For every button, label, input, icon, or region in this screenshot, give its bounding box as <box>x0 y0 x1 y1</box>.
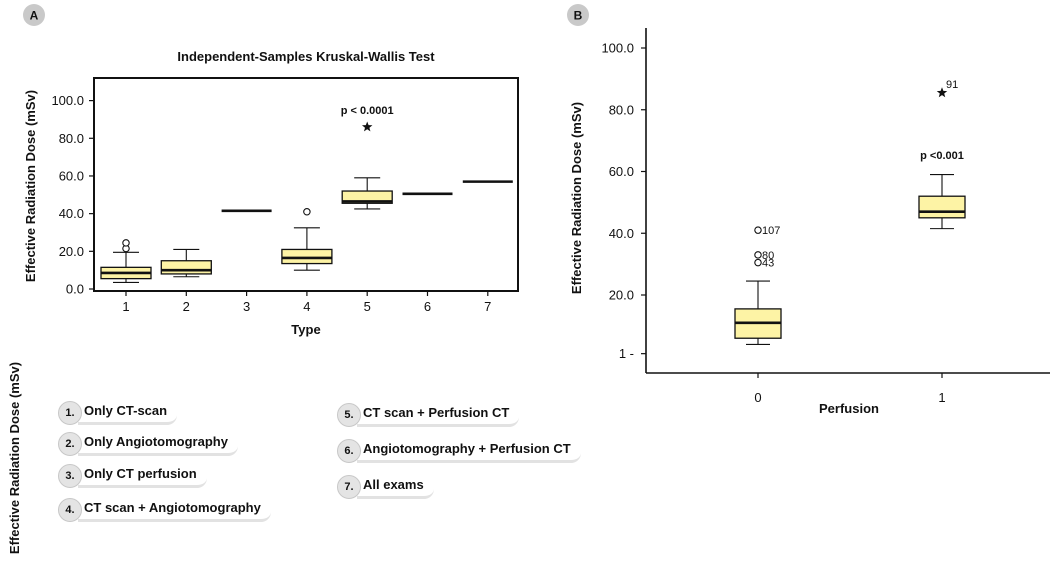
legend-label: CT scan + Perfusion CT <box>357 403 520 427</box>
y-tick-label: 100.0 <box>601 41 634 56</box>
legend-item-2: 2. Only Angiotomography <box>58 432 238 456</box>
box-2 <box>160 248 212 278</box>
chart-a-y-axis: 0.0 20.0 40.0 60.0 80.0 100.0 <box>51 93 94 297</box>
legend-item-4: 4. CT scan + Angiotomography <box>58 498 271 522</box>
legend-label: Only Angiotomography <box>78 432 238 456</box>
outlier-point <box>754 226 762 234</box>
y-tick-label: 80.0 <box>59 131 84 146</box>
side-y-label: Effective Radiation Dose (mSv) <box>7 362 22 554</box>
chart-a-title: Independent-Samples Kruskal-Wallis Test <box>177 49 435 64</box>
svg-text:A: A <box>30 9 39 23</box>
legend-label: All exams <box>357 475 434 499</box>
chart-b-y-axis: 1 - 20.0 40.0 60.0 80.0 100.0 <box>601 41 646 361</box>
legend-label: Angiotomography + Perfusion CT <box>357 439 581 463</box>
box-iqr <box>281 248 333 265</box>
x-tick-label: 3 <box>243 299 250 314</box>
p-value-label: p < 0.0001 <box>341 105 394 117</box>
box-1 <box>100 239 152 283</box>
x-tick-label: 0 <box>754 390 761 405</box>
chart-a-y-label: Effective Radiation Dose (mSv) <box>23 90 38 282</box>
legend-item-3: 3. Only CT perfusion <box>58 464 207 488</box>
y-tick-label: 40.0 <box>59 206 84 221</box>
legend-item-1: 1. Only CT-scan <box>58 401 178 425</box>
y-tick-label: 40.0 <box>609 226 634 241</box>
legend-number: 2. <box>58 432 82 456</box>
chart-b-x-label: Perfusion <box>819 401 879 416</box>
y-tick-label: 0.0 <box>66 282 84 297</box>
panel-b-badge: B <box>567 4 589 26</box>
y-tick-label: 20.0 <box>609 288 634 303</box>
chart-a-x-label: Type <box>291 322 320 337</box>
x-tick-label: 6 <box>424 299 431 314</box>
outlier-point <box>122 239 130 247</box>
legend-label: Only CT-scan <box>78 401 178 425</box>
y-tick-label: 60.0 <box>59 168 84 183</box>
box-iqr <box>160 260 212 275</box>
legend-label: Only CT perfusion <box>78 464 207 488</box>
legend-label: CT scan + Angiotomography <box>78 498 271 522</box>
extreme-label: 91 <box>946 79 958 91</box>
legend-item-6: 6. Angiotomography + Perfusion CT <box>337 439 581 463</box>
x-tick-label: 1 <box>122 299 129 314</box>
legend-number: 1. <box>58 401 82 425</box>
legend-number: 3. <box>58 464 82 488</box>
y-tick-label: 1 - <box>619 346 634 361</box>
y-tick-label: 60.0 <box>609 164 634 179</box>
box-iqr <box>918 195 966 219</box>
legend-item-5: 5. CT scan + Perfusion CT <box>337 403 520 427</box>
y-tick-label: 80.0 <box>609 102 634 117</box>
chart-b-y-label: Effective Radiation Dose (mSv) <box>569 102 584 294</box>
box-1: 91 <box>918 79 966 230</box>
chart-a-boxes: p < 0.0001 <box>100 105 513 283</box>
extreme-star <box>361 121 373 132</box>
y-tick-label: 20.0 <box>59 244 84 259</box>
outlier-point <box>303 208 311 216</box>
x-tick-label: 1 <box>938 390 945 405</box>
chart-a-x-axis: 1 2 3 4 5 6 7 <box>122 291 491 314</box>
legend-number: 5. <box>337 403 361 427</box>
legend-number: 4. <box>58 498 82 522</box>
x-tick-label: 4 <box>303 299 310 314</box>
x-tick-label: 2 <box>183 299 190 314</box>
outlier-point <box>754 258 762 267</box>
legend-item-7: 7. All exams <box>337 475 434 499</box>
box-4 <box>281 208 333 271</box>
panel-a-badge: A <box>23 4 45 26</box>
svg-text:B: B <box>574 9 583 23</box>
x-tick-label: 7 <box>484 299 491 314</box>
p-value-label: p <0.001 <box>920 150 964 162</box>
box-5 <box>341 121 393 210</box>
outlier-point <box>754 251 762 259</box>
outlier-label: 80 <box>762 250 774 262</box>
extreme-star <box>936 87 948 98</box>
legend-number: 7. <box>337 475 361 499</box>
legend-number: 6. <box>337 439 361 463</box>
y-tick-label: 100.0 <box>51 93 84 108</box>
chart-a-frame <box>93 77 519 292</box>
outlier-label: 43 <box>762 258 774 270</box>
x-tick-label: 5 <box>364 299 371 314</box>
outlier-label: 107 <box>762 225 780 237</box>
